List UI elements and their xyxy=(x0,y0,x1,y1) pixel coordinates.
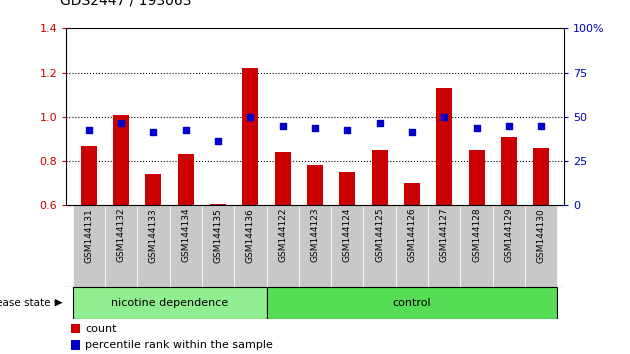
Bar xyxy=(331,205,364,287)
Bar xyxy=(72,287,266,319)
Bar xyxy=(266,287,558,319)
Bar xyxy=(436,88,452,205)
Bar xyxy=(71,324,80,333)
Point xyxy=(116,121,126,126)
Point xyxy=(149,130,159,135)
Text: GSM144129: GSM144129 xyxy=(505,208,513,262)
Point xyxy=(471,125,481,131)
Point xyxy=(84,127,94,133)
Bar xyxy=(243,68,258,205)
Bar xyxy=(533,148,549,205)
Text: GSM144135: GSM144135 xyxy=(214,208,222,263)
Text: GSM144125: GSM144125 xyxy=(375,208,384,262)
Point xyxy=(439,114,449,120)
Point xyxy=(278,123,288,129)
Point xyxy=(181,127,191,133)
Bar xyxy=(364,205,396,287)
Bar xyxy=(113,115,129,205)
Bar xyxy=(469,150,484,205)
Text: GDS2447 / 193063: GDS2447 / 193063 xyxy=(60,0,192,7)
Bar xyxy=(266,205,299,287)
Bar xyxy=(339,172,355,205)
Point xyxy=(213,138,223,144)
Text: GSM144130: GSM144130 xyxy=(537,208,546,263)
Point xyxy=(245,114,255,120)
Bar xyxy=(404,183,420,205)
Bar xyxy=(146,174,161,205)
Bar xyxy=(71,340,80,350)
Text: GSM144123: GSM144123 xyxy=(311,208,319,262)
Bar xyxy=(105,205,137,287)
Text: GSM144127: GSM144127 xyxy=(440,208,449,262)
Text: GSM144134: GSM144134 xyxy=(181,208,190,262)
Bar xyxy=(461,205,493,287)
Text: control: control xyxy=(392,298,432,308)
Point xyxy=(536,123,546,129)
Bar xyxy=(396,205,428,287)
Bar xyxy=(137,205,169,287)
Text: count: count xyxy=(85,324,117,333)
Bar xyxy=(493,205,525,287)
Text: GSM144128: GSM144128 xyxy=(472,208,481,262)
Bar xyxy=(501,137,517,205)
Bar xyxy=(178,154,194,205)
Bar xyxy=(81,145,97,205)
Text: GSM144136: GSM144136 xyxy=(246,208,255,263)
Text: GSM144124: GSM144124 xyxy=(343,208,352,262)
Text: GSM144126: GSM144126 xyxy=(408,208,416,262)
Bar xyxy=(428,205,461,287)
Bar xyxy=(169,205,202,287)
Text: GSM144132: GSM144132 xyxy=(117,208,125,262)
Bar xyxy=(202,205,234,287)
Point xyxy=(375,121,385,126)
Text: GSM144122: GSM144122 xyxy=(278,208,287,262)
Bar xyxy=(210,204,226,205)
Text: nicotine dependence: nicotine dependence xyxy=(111,298,228,308)
Bar xyxy=(307,165,323,205)
Point xyxy=(504,123,514,129)
Bar xyxy=(525,205,558,287)
Text: GSM144131: GSM144131 xyxy=(84,208,93,263)
Point xyxy=(342,127,352,133)
Bar xyxy=(275,152,291,205)
Bar xyxy=(234,205,266,287)
Text: GSM144133: GSM144133 xyxy=(149,208,158,263)
Bar xyxy=(299,205,331,287)
Point xyxy=(310,125,320,131)
Text: percentile rank within the sample: percentile rank within the sample xyxy=(85,340,273,350)
Text: disease state: disease state xyxy=(0,298,54,308)
Bar xyxy=(72,205,105,287)
Point xyxy=(407,130,417,135)
Bar xyxy=(372,150,387,205)
